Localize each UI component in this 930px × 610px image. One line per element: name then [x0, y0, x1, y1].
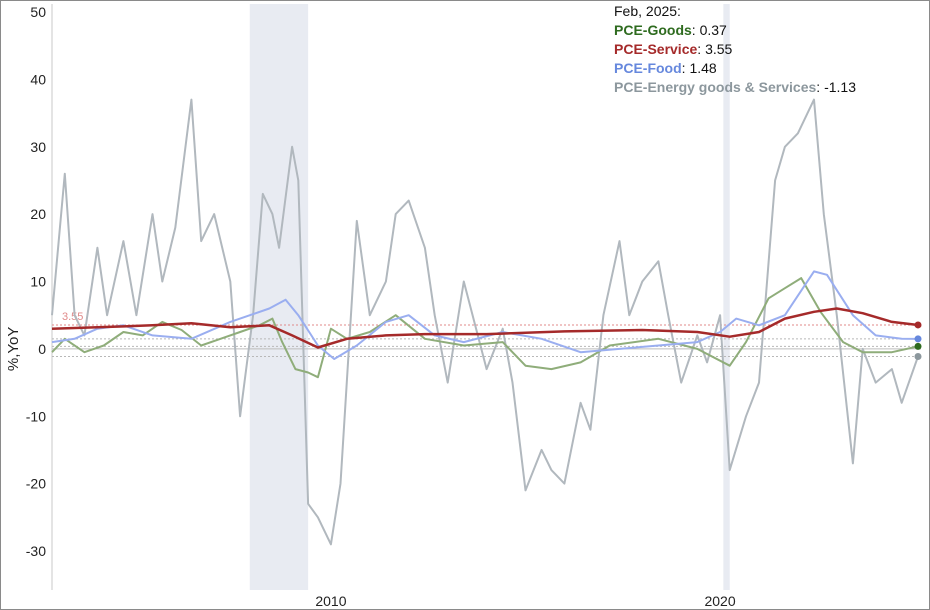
legend-title: Feb, 2025: [614, 3, 681, 19]
y-tick-label: 40 [30, 71, 46, 87]
legend-food-name: PCE-Food [614, 60, 682, 76]
series-line-pce-energy-goods-services [51, 98, 919, 546]
legend-service-name: PCE-Service [614, 41, 697, 57]
end-marker-pce-goods [914, 342, 922, 350]
shaded-period-0 [249, 4, 309, 590]
legend-item-service: PCE-Service: 3.55 [614, 41, 733, 57]
end-marker-pce-service [914, 321, 922, 329]
legend-energy-name: PCE-Energy goods & Services [614, 79, 817, 95]
y-tick-label: 30 [30, 139, 46, 155]
series-lines [51, 98, 919, 546]
x-tick-label: 2020 [704, 593, 735, 609]
y-axis-title: %,YoY [5, 327, 22, 371]
legend-goods-value: 0.37 [700, 22, 727, 38]
legend-goods-name: PCE-Goods [614, 22, 692, 38]
shaded-period-1 [723, 4, 730, 590]
y-tick-label: 20 [30, 206, 46, 222]
x-tick-label: 2010 [315, 593, 346, 609]
recession-shading [249, 4, 730, 590]
y-tick-label: -10 [26, 408, 46, 424]
end-markers [914, 321, 922, 360]
y-tick-label: 50 [30, 4, 46, 20]
y-tick-label: 0 [38, 341, 46, 357]
end-marker-pce-food [914, 335, 922, 343]
series-line-pce-food [51, 270, 919, 360]
y-tick-label: -30 [26, 543, 46, 559]
legend-service-value: 3.55 [705, 41, 732, 57]
y-tick-label: -20 [26, 476, 46, 492]
y-tick-label: 10 [30, 274, 46, 290]
end-marker-pce-energy-goods-services [914, 352, 922, 360]
legend-energy-value: -1.13 [824, 79, 856, 95]
legend-item-energy: PCE-Energy goods & Services: -1.13 [614, 79, 856, 95]
legend-item-food: PCE-Food: 1.48 [614, 60, 717, 76]
legend: Feb, 2025: PCE-Goods: 0.37 PCE-Service: … [614, 3, 856, 95]
series-line-pce-service [51, 307, 919, 349]
legend-food-value: 1.48 [689, 60, 716, 76]
legend-item-goods: PCE-Goods: 0.37 [614, 22, 727, 38]
reference-value-label: 3.55 [62, 311, 83, 323]
